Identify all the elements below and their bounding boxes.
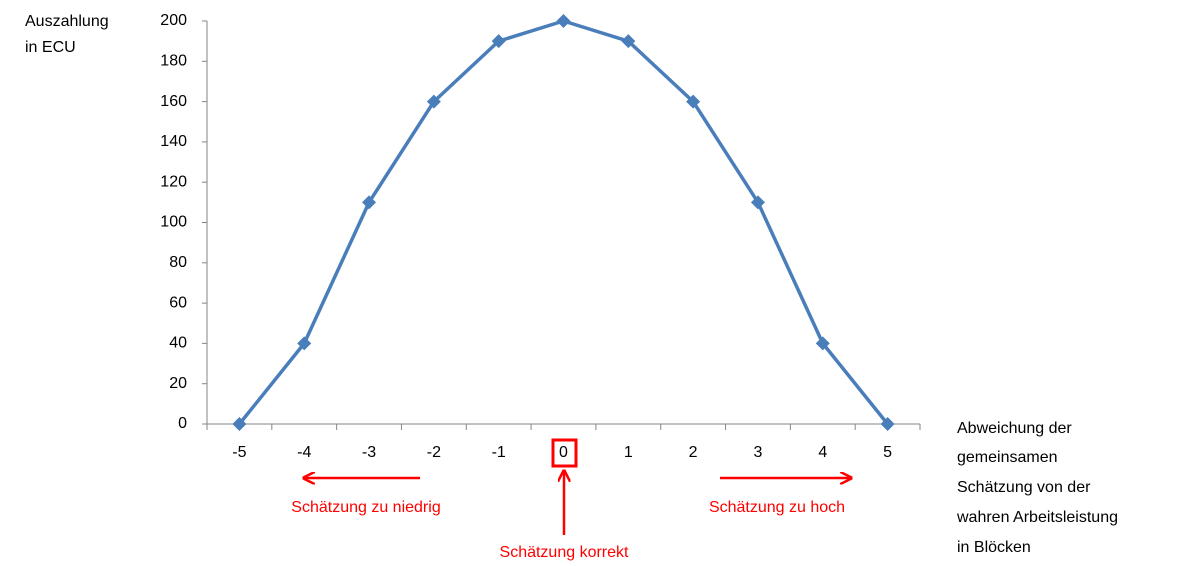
data-point <box>491 34 506 49</box>
y-tick-label: 80 <box>169 254 187 271</box>
x-axis-label: Schätzung von der <box>957 479 1091 496</box>
data-point <box>362 195 377 210</box>
data-point <box>750 195 765 210</box>
x-tick-label: 2 <box>689 444 698 461</box>
y-tick-label: 60 <box>169 294 187 311</box>
data-point <box>426 94 441 109</box>
highlight-box <box>551 438 578 468</box>
annotation: Schätzung korrekt <box>500 544 630 561</box>
data-point <box>232 417 247 431</box>
data-point <box>686 94 701 109</box>
x-axis-label: wahren Arbeitsleistung <box>956 509 1118 526</box>
x-tick-label: 5 <box>883 444 892 461</box>
x-axis-label: Abweichung der <box>957 420 1072 437</box>
x-tick-label: -4 <box>297 444 311 461</box>
annotation: Schätzung zu hoch <box>709 499 845 516</box>
data-point <box>556 14 571 28</box>
x-tick-label: 3 <box>754 444 763 461</box>
data-line <box>238 19 889 426</box>
y-tick-label: 200 <box>160 12 187 29</box>
y-tick-label: 100 <box>160 214 187 231</box>
y-tick-label: 120 <box>160 173 187 190</box>
data-point <box>815 336 830 351</box>
x-axis-label: gemeinsamen <box>957 449 1058 466</box>
x-axis-label: in Blöcken <box>957 539 1031 556</box>
y-tick-label: 0 <box>178 415 187 432</box>
x-tick-label: 0 <box>559 444 568 461</box>
data-point <box>880 417 895 431</box>
annotation: Schätzung zu niedrig <box>291 499 440 516</box>
y-tick-label: 160 <box>160 93 187 110</box>
y-axis-label: in ECU <box>25 39 76 56</box>
data-point <box>621 34 636 49</box>
x-tick-label: 1 <box>624 444 633 461</box>
y-tick-label: 40 <box>169 335 187 352</box>
x-tick-label: 4 <box>818 444 827 461</box>
x-tick-label: -3 <box>362 444 376 461</box>
x-tick-label: -5 <box>232 444 246 461</box>
y-tick-label: 20 <box>169 375 187 392</box>
y-tick-label: 180 <box>160 53 187 70</box>
x-tick-label: -1 <box>492 444 506 461</box>
y-tick-label: 140 <box>160 133 187 150</box>
x-tick-label: -2 <box>427 444 441 461</box>
y-axis-label: Auszahlung <box>25 13 109 30</box>
data-point <box>297 336 312 351</box>
